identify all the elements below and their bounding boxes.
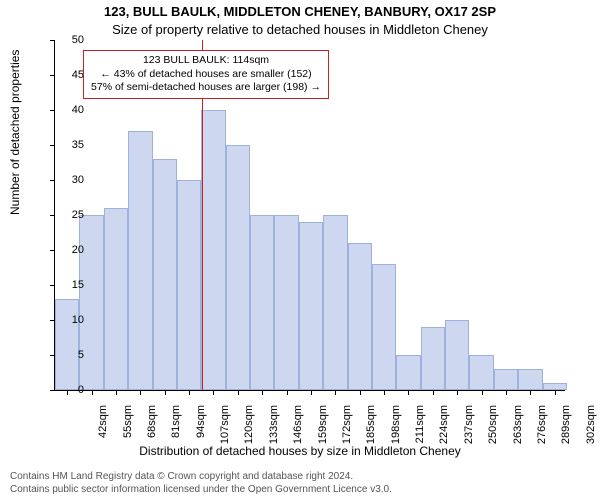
annotation-box: 123 BULL BAULK: 114sqm ← 43% of detached… [83,50,329,99]
y-tick [50,110,55,111]
histogram-bar [79,215,103,390]
x-tick-label: 107sqm [219,405,231,445]
histogram-bar [518,369,542,390]
x-tick [189,390,190,395]
x-tick-label: 94sqm [195,405,207,445]
x-tick-label: 159sqm [317,405,329,445]
x-tick [67,390,68,395]
x-axis-label: Distribution of detached houses by size … [0,444,600,458]
x-tick-label: 250sqm [487,405,499,445]
x-tick [555,390,556,395]
y-tick [50,180,55,181]
chart-container: 123, BULL BAULK, MIDDLETON CHENEY, BANBU… [0,0,600,500]
x-tick-label: 146sqm [292,405,304,445]
histogram-bar [274,215,298,390]
x-tick-label: 198sqm [390,405,402,445]
histogram-bar [201,110,225,390]
footer-line1: Contains HM Land Registry data © Crown c… [10,470,392,483]
histogram-bar [469,355,493,390]
histogram-bar [421,327,445,390]
histogram-bar [128,131,152,390]
y-tick-label: 15 [72,279,84,291]
y-axis-label: Number of detached properties [8,50,22,215]
x-tick-label: 133sqm [268,405,280,445]
x-tick [311,390,312,395]
x-tick [140,390,141,395]
y-tick-label: 25 [72,209,84,221]
y-tick [50,75,55,76]
x-tick-label: 263sqm [512,405,524,445]
histogram-bar [226,145,250,390]
x-tick [530,390,531,395]
annotation-line3: 57% of semi-detached houses are larger (… [90,81,322,95]
x-tick-label: 289sqm [560,405,572,445]
y-tick [50,40,55,41]
annotation-line2: ← 43% of detached houses are smaller (15… [90,68,322,82]
histogram-bar [250,215,274,390]
x-tick [408,390,409,395]
x-tick [360,390,361,395]
y-tick-label: 40 [72,104,84,116]
x-tick [213,390,214,395]
histogram-bar [153,159,177,390]
histogram-bar [372,264,396,390]
histogram-bar [348,243,372,390]
x-tick [506,390,507,395]
x-tick-label: 172sqm [341,405,353,445]
x-tick-label: 185sqm [365,405,377,445]
x-tick [92,390,93,395]
y-tick-label: 30 [72,174,84,186]
y-tick-label: 0 [78,384,84,396]
x-tick [433,390,434,395]
histogram-bar [494,369,518,390]
chart-title-line1: 123, BULL BAULK, MIDDLETON CHENEY, BANBU… [0,4,600,19]
y-tick-label: 35 [72,139,84,151]
y-tick-label: 20 [72,244,84,256]
histogram-bar [323,215,347,390]
x-tick [238,390,239,395]
footer-attribution: Contains HM Land Registry data © Crown c… [10,470,392,496]
y-tick-label: 5 [78,349,84,361]
x-tick [457,390,458,395]
histogram-bar [543,383,567,390]
x-tick-label: 42sqm [97,405,109,445]
x-tick-label: 55sqm [122,405,134,445]
chart-title-line2: Size of property relative to detached ho… [0,22,600,37]
histogram-bar [104,208,128,390]
x-tick [262,390,263,395]
y-tick [50,285,55,286]
y-tick-label: 10 [72,314,84,326]
x-tick-label: 81sqm [170,405,182,445]
x-tick-label: 302sqm [585,405,597,445]
x-tick-label: 237sqm [463,405,475,445]
x-tick [116,390,117,395]
histogram-bar [55,299,79,390]
y-tick [50,390,55,391]
histogram-bar [177,180,201,390]
x-tick [482,390,483,395]
y-tick [50,250,55,251]
x-tick [335,390,336,395]
x-tick [165,390,166,395]
x-tick-label: 211sqm [414,405,426,445]
x-tick [384,390,385,395]
histogram-bar [299,222,323,390]
y-tick-label: 50 [72,34,84,46]
y-tick [50,215,55,216]
footer-line2: Contains public sector information licen… [10,483,392,496]
annotation-line1: 123 BULL BAULK: 114sqm [90,54,322,68]
y-tick [50,145,55,146]
histogram-bar [396,355,420,390]
x-tick-label: 120sqm [243,405,255,445]
x-tick-label: 276sqm [536,405,548,445]
x-tick-label: 224sqm [438,405,450,445]
histogram-bar [445,320,469,390]
x-tick-label: 68sqm [146,405,158,445]
x-tick [287,390,288,395]
